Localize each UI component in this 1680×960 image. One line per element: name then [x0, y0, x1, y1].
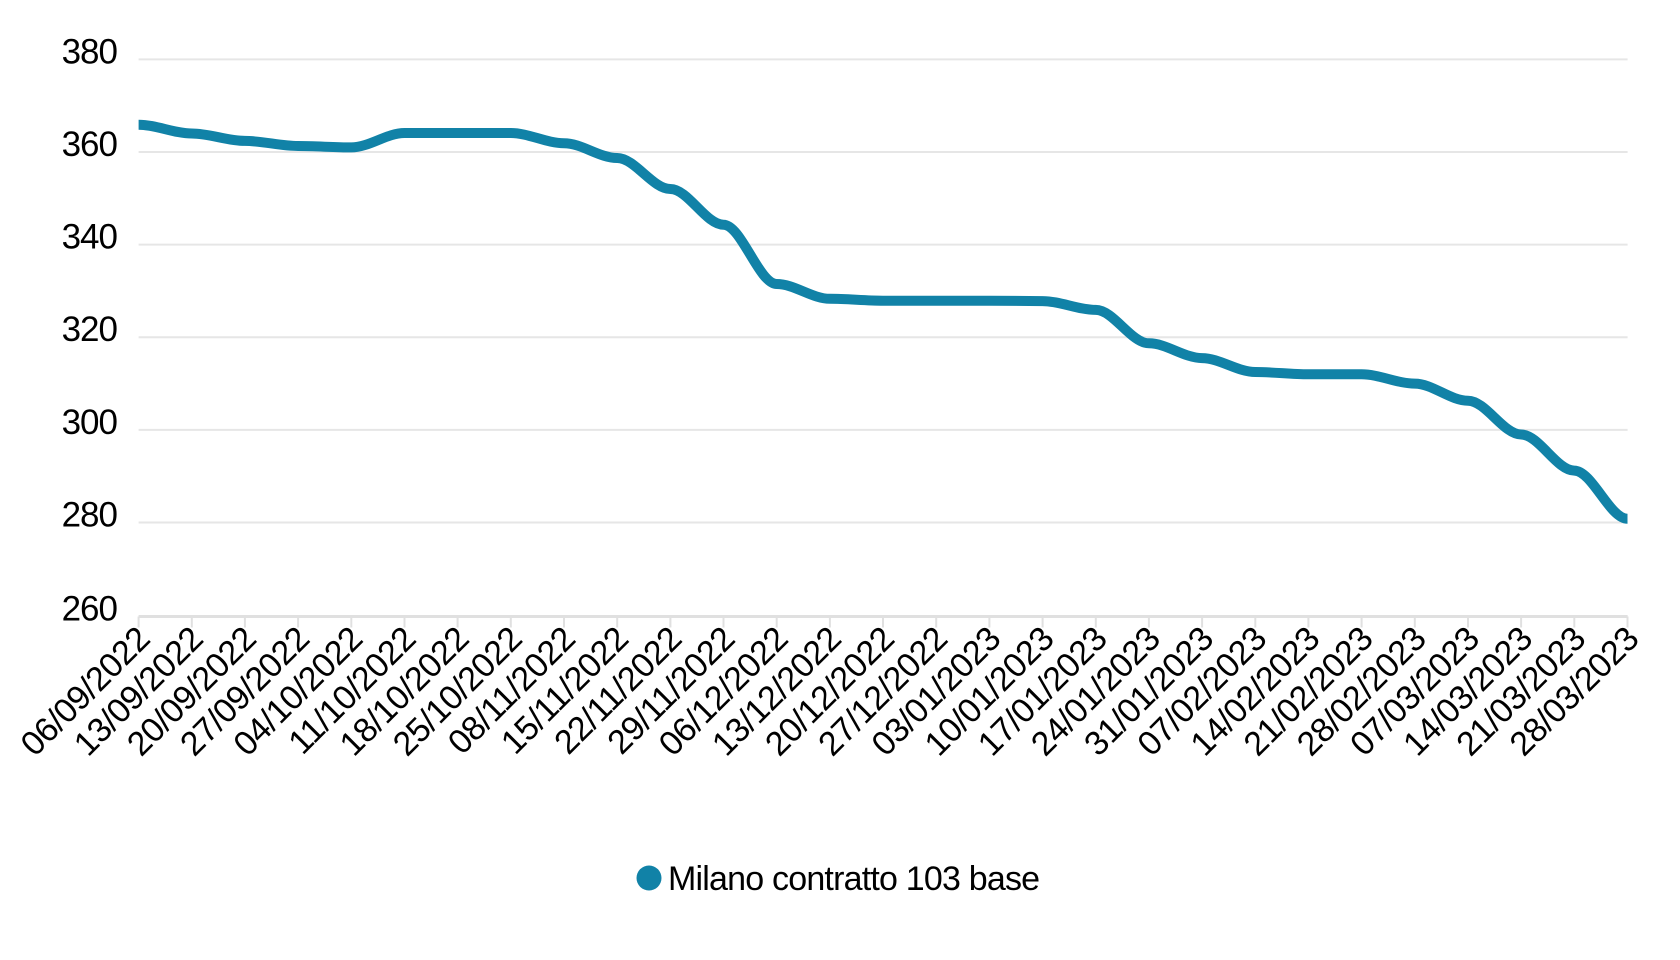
svg-text:Milano contratto 103 base: Milano contratto 103 base [668, 860, 1039, 898]
svg-text:340: 340 [62, 218, 118, 257]
svg-text:360: 360 [62, 125, 118, 164]
svg-text:380: 380 [62, 32, 118, 71]
svg-text:280: 280 [62, 496, 118, 535]
svg-text:320: 320 [62, 310, 118, 349]
svg-text:300: 300 [62, 403, 118, 442]
svg-text:260: 260 [62, 590, 118, 629]
